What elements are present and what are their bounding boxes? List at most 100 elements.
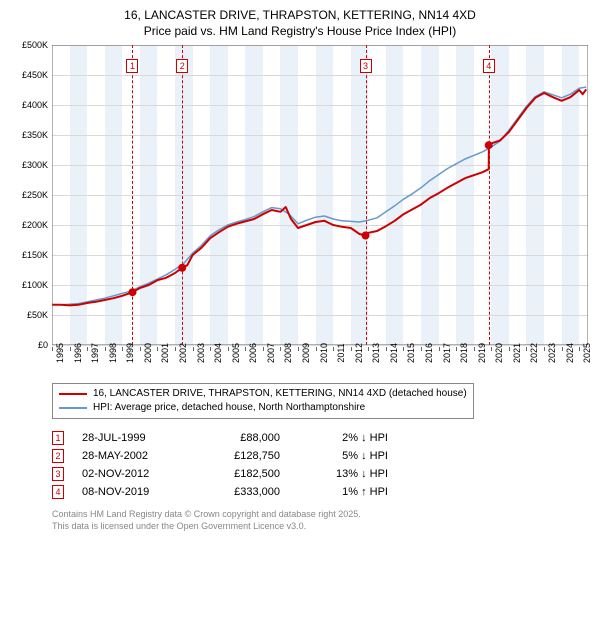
x-tick-mark [421,347,422,351]
x-tick-mark [87,347,88,351]
sale-row-marker: 2 [52,449,64,463]
series-hpi [52,87,586,305]
y-axis: £0£50K£100K£150K£200K£250K£300K£350K£400… [12,45,52,345]
sale-date: 08-NOV-2019 [82,486,192,498]
sale-row-marker: 1 [52,431,64,445]
legend-swatch [59,393,87,395]
title-line-1: 16, LANCASTER DRIVE, THRAPSTON, KETTERIN… [12,8,588,24]
plot-area: 1234 [52,45,588,345]
sale-date: 02-NOV-2012 [82,468,192,480]
x-tick-mark [105,347,106,351]
x-tick-mark [52,347,53,351]
y-tick-label: £350K [22,130,48,140]
x-tick-label: 1998 [108,343,118,363]
x-tick-label: 2018 [459,343,469,363]
plot-svg [52,45,588,345]
x-tick-label: 2024 [565,343,575,363]
x-tick-label: 2006 [248,343,258,363]
x-tick-mark [157,347,158,351]
chart-container: 16, LANCASTER DRIVE, THRAPSTON, KETTERIN… [0,0,600,620]
x-tick-mark [579,347,580,351]
sale-date: 28-MAY-2002 [82,450,192,462]
legend-box: 16, LANCASTER DRIVE, THRAPSTON, KETTERIN… [52,383,474,419]
x-tick-mark [228,347,229,351]
series-price_paid [52,90,586,306]
x-tick-mark [333,347,334,351]
x-tick-label: 2019 [477,343,487,363]
x-tick-label: 2003 [196,343,206,363]
legend-label: HPI: Average price, detached house, Nort… [93,401,365,415]
x-tick-label: 2009 [301,343,311,363]
x-tick-label: 2005 [231,343,241,363]
legend-label: 16, LANCASTER DRIVE, THRAPSTON, KETTERIN… [93,387,467,401]
title-line-2: Price paid vs. HM Land Registry's House … [12,24,588,40]
sale-row-marker: 4 [52,485,64,499]
x-tick-label: 2025 [582,343,592,363]
x-tick-label: 2017 [442,343,452,363]
footer-line-1: Contains HM Land Registry data © Crown c… [52,509,588,521]
y-tick-label: £50K [27,310,48,320]
x-tick-label: 2013 [371,343,381,363]
x-tick-label: 2016 [424,343,434,363]
y-tick-label: £150K [22,250,48,260]
x-tick-mark [351,347,352,351]
x-tick-label: 2020 [494,343,504,363]
sale-marker: 4 [483,59,495,73]
x-tick-mark [122,347,123,351]
sale-point [485,141,493,149]
x-tick-mark [386,347,387,351]
x-tick-mark [509,347,510,351]
legend-row: HPI: Average price, detached house, Nort… [59,401,467,415]
footer: Contains HM Land Registry data © Crown c… [52,509,588,532]
x-tick-label: 2000 [143,343,153,363]
y-tick-label: £300K [22,160,48,170]
sale-point [362,232,370,240]
x-tick-mark [245,347,246,351]
x-tick-label: 2022 [529,343,539,363]
y-tick-label: £400K [22,100,48,110]
x-tick-label: 2008 [283,343,293,363]
x-tick-mark [210,347,211,351]
x-tick-label: 2007 [266,343,276,363]
sale-row: 1 28-JUL-1999 £88,000 2% ↓ HPI [52,429,588,447]
x-tick-label: 1999 [125,343,135,363]
x-tick-mark [456,347,457,351]
title-block: 16, LANCASTER DRIVE, THRAPSTON, KETTERIN… [12,8,588,39]
x-tick-mark [526,347,527,351]
sale-hpi: 2% ↓ HPI [298,432,388,444]
sale-hpi: 13% ↓ HPI [298,468,388,480]
x-tick-mark [193,347,194,351]
x-tick-mark [316,347,317,351]
sale-point [178,264,186,272]
x-tick-label: 1997 [90,343,100,363]
x-tick-label: 2015 [406,343,416,363]
sale-row: 4 08-NOV-2019 £333,000 1% ↑ HPI [52,483,588,501]
x-tick-label: 2004 [213,343,223,363]
x-tick-mark [368,347,369,351]
x-tick-mark [491,347,492,351]
x-tick-label: 2011 [336,344,346,363]
sale-row: 302-NOV-2012£182,50013% ↓ HPI [52,465,588,483]
x-axis: 1995199619971998199920002001200220032004… [52,347,588,375]
y-tick-label: £100K [22,280,48,290]
x-tick-label: 1996 [73,343,83,363]
sale-hpi: 1% ↑ HPI [298,486,388,498]
x-tick-mark [403,347,404,351]
y-tick-label: £500K [22,40,48,50]
sale-price: £88,000 [210,432,280,444]
sale-hpi: 5% ↓ HPI [298,450,388,462]
x-tick-mark [562,347,563,351]
x-tick-mark [439,347,440,351]
y-tick-label: £450K [22,70,48,80]
sale-price: £128,750 [210,450,280,462]
y-tick-label: £0 [38,340,48,350]
sale-date: 28-JUL-1999 [82,432,192,444]
x-tick-label: 2010 [319,343,329,363]
legend-swatch [59,407,87,409]
x-tick-label: 2012 [354,343,364,363]
x-tick-mark [70,347,71,351]
sale-price: £333,000 [210,486,280,498]
x-tick-mark [474,347,475,351]
sale-marker: 1 [126,59,138,73]
footer-line-2: This data is licensed under the Open Gov… [52,521,588,533]
